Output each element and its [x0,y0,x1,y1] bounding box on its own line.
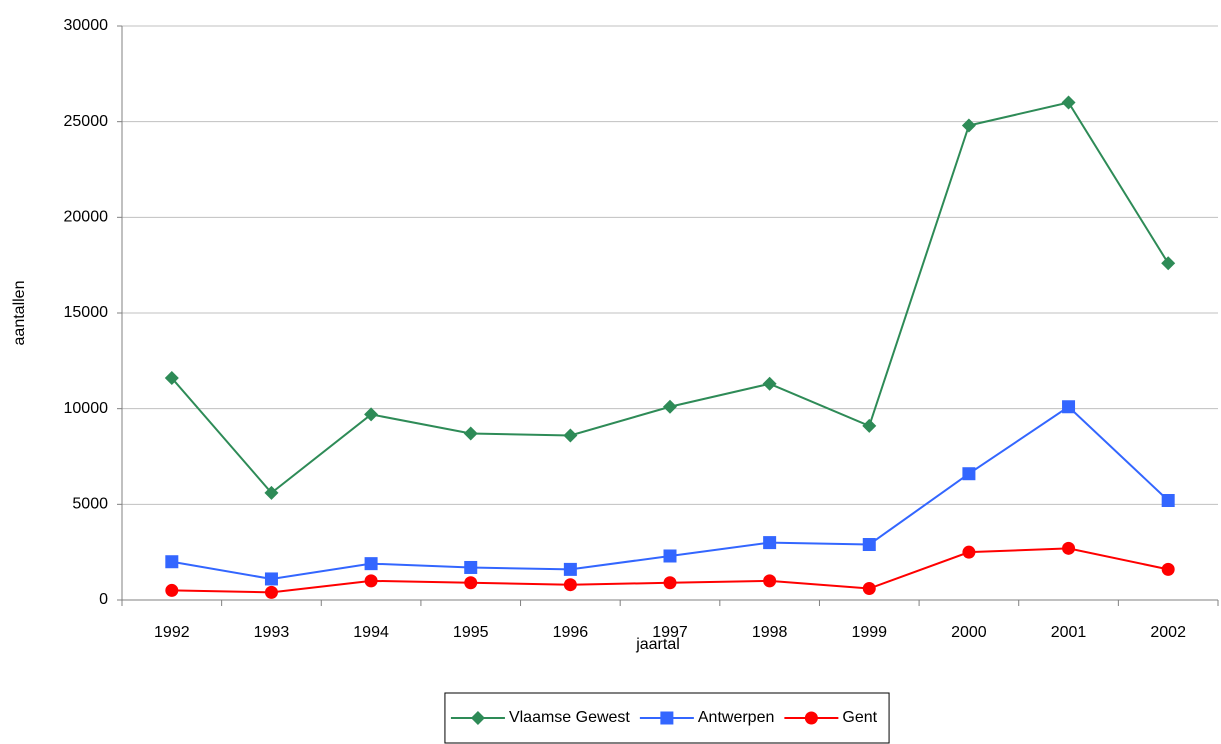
data-point [264,585,278,599]
data-point [663,576,677,590]
data-point [364,407,379,422]
legend-label: Vlaamse Gewest [509,709,630,726]
data-point [563,578,577,592]
data-point [1062,400,1076,414]
data-point [264,572,278,586]
legend-marker [660,711,674,725]
x-tick-label: 1994 [353,624,389,641]
data-point [862,582,876,596]
data-point [364,574,378,588]
legend: Vlaamse Gewest Antwerpen Gent [444,692,890,744]
y-tick-label: 20000 [64,209,109,226]
data-point [1062,541,1076,555]
data-point [663,399,677,414]
data-point [1061,95,1076,110]
data-point [1161,494,1175,508]
x-tick-label: 1992 [154,624,190,641]
x-axis-title: jaartal [635,636,680,653]
y-tick-label: 30000 [64,17,109,34]
y-tick-label: 15000 [64,304,109,321]
data-point [563,428,578,443]
x-tick-label: 1995 [453,624,489,641]
data-point [763,536,777,550]
data-point [165,583,179,597]
data-point [1161,562,1175,576]
data-point [563,562,577,576]
data-point [264,485,279,500]
data-point [464,576,478,590]
x-tick-label: 2002 [1150,624,1186,641]
data-point [463,426,478,441]
y-tick-label: 5000 [72,496,108,513]
data-point [164,371,179,386]
legend-label: Gent [842,709,877,726]
legend-marker [804,711,818,725]
data-point [862,418,877,433]
x-tick-label: 1999 [851,624,887,641]
x-tick-label: 1997 [652,624,688,641]
data-point [762,376,777,391]
data-point [962,467,976,481]
legend-label: Antwerpen [698,709,775,726]
x-tick-label: 1996 [553,624,589,641]
x-tick-label: 2000 [951,624,987,641]
data-point [1161,256,1176,271]
data-point [464,560,478,574]
data-point [962,545,976,559]
y-axis-title: aantallen [11,281,28,346]
x-tick-label: 2001 [1051,624,1087,641]
data-point [763,574,777,588]
data-point [165,555,179,569]
y-tick-label: 25000 [64,113,109,130]
y-tick-label: 0 [99,591,108,608]
x-tick-label: 1998 [752,624,788,641]
legend-marker [470,711,485,725]
y-tick-label: 10000 [64,400,109,417]
data-point [364,557,378,571]
data-point [663,549,677,563]
data-point [961,118,976,133]
data-point [862,538,876,552]
x-tick-label: 1993 [254,624,290,641]
series-line [171,101,1170,495]
